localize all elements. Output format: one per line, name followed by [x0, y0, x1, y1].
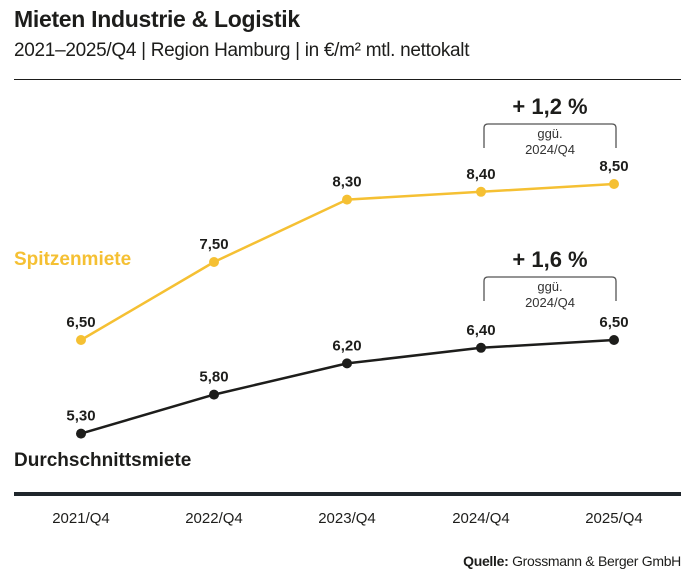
data-label-spitzenmiete: 8,40 [466, 166, 495, 183]
data-label-spitzenmiete: 8,30 [332, 174, 361, 191]
chart-subtitle: 2021–2025/Q4 | Region Hamburg | in €/m² … [14, 40, 470, 61]
data-point-durchschnittsmiete [209, 389, 219, 400]
change-value-spitzenmiete: + 1,2 % [512, 94, 587, 119]
x-tick-label: 2022/Q4 [185, 510, 243, 527]
change-note-spitzenmiete: ggü. [537, 126, 562, 141]
data-label-spitzenmiete: 7,50 [199, 236, 228, 253]
header-divider [14, 79, 681, 80]
x-tick-label: 2024/Q4 [452, 510, 510, 527]
x-tick-label: 2025/Q4 [585, 510, 643, 527]
legend-spitzenmiete: Spitzenmiete [14, 249, 131, 270]
data-point-spitzenmiete [342, 194, 352, 205]
data-label-durchschnittsmiete: 6,50 [599, 314, 628, 331]
source-note: Quelle: Grossmann & Berger GmbH [463, 553, 681, 569]
change-note-period-spitzenmiete: 2024/Q4 [525, 142, 575, 157]
data-point-durchschnittsmiete [76, 428, 86, 439]
data-label-durchschnittsmiete: 5,30 [66, 408, 95, 425]
chart-title: Mieten Industrie & Logistik [14, 6, 300, 32]
source-label: Quelle: [463, 553, 509, 569]
data-point-spitzenmiete [209, 257, 219, 267]
change-note-durchschnittsmiete: ggü. [537, 279, 562, 294]
change-value-durchschnittsmiete: + 1,6 % [512, 247, 587, 272]
data-label-spitzenmiete: 8,50 [599, 158, 628, 175]
change-bracket-durchschnittsmiete [483, 276, 617, 301]
data-point-spitzenmiete [476, 186, 486, 197]
data-label-durchschnittsmiete: 6,20 [332, 337, 361, 354]
data-point-spitzenmiete [609, 179, 619, 189]
data-point-durchschnittsmiete [476, 342, 486, 353]
data-point-durchschnittsmiete [342, 358, 352, 369]
data-point-durchschnittsmiete [609, 335, 619, 345]
data-label-spitzenmiete: 6,50 [66, 314, 95, 331]
legend-durchschnittsmiete: Durchschnittsmiete [14, 450, 191, 471]
x-axis-line [14, 492, 681, 496]
change-bracket-spitzenmiete [483, 123, 617, 148]
x-tick-label: 2021/Q4 [52, 510, 110, 527]
data-point-spitzenmiete [76, 335, 86, 345]
change-note-period-durchschnittsmiete: 2024/Q4 [525, 295, 575, 310]
data-label-durchschnittsmiete: 5,80 [199, 369, 228, 386]
source-text: Grossmann & Berger GmbH [512, 553, 681, 569]
data-label-durchschnittsmiete: 6,40 [466, 322, 495, 339]
x-tick-label: 2023/Q4 [318, 510, 376, 527]
